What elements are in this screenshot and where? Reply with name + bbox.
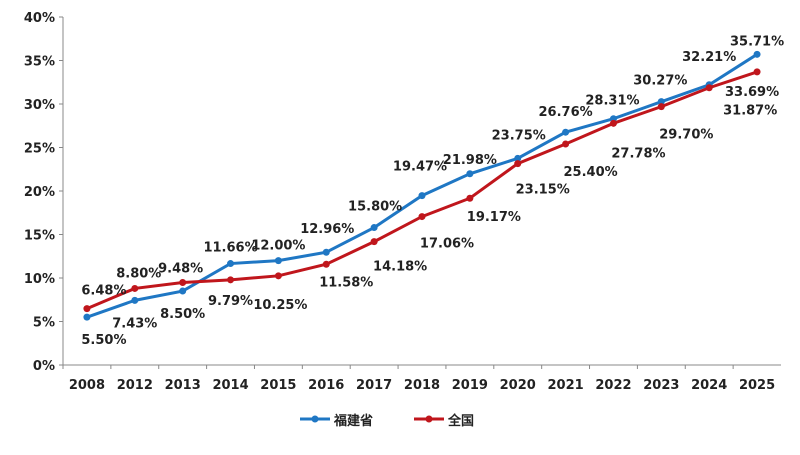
data-label-fujian: 30.27% bbox=[633, 74, 687, 89]
x-tick-label: 2018 bbox=[404, 378, 440, 393]
data-label-fujian: 19.47% bbox=[393, 160, 447, 175]
x-tick-label: 2012 bbox=[117, 378, 153, 393]
data-point-national bbox=[274, 272, 282, 280]
series-line-fujian bbox=[86, 53, 758, 319]
legend: 福建省 全国 bbox=[300, 413, 474, 429]
data-point-fujian bbox=[370, 224, 378, 232]
data-label-national: 31.87% bbox=[723, 104, 777, 119]
data-point-fujian bbox=[227, 260, 235, 268]
data-point-national bbox=[227, 276, 235, 284]
data-label-national: 11.58% bbox=[319, 275, 373, 290]
data-point-fujian bbox=[83, 313, 91, 321]
data-point-national bbox=[514, 160, 522, 168]
data-label-fujian: 7.43% bbox=[112, 316, 157, 331]
data-label-fujian: 5.50% bbox=[81, 333, 126, 348]
x-tick-label: 2022 bbox=[595, 378, 631, 393]
data-label-fujian: 8.50% bbox=[160, 307, 205, 322]
legend-marker-national bbox=[425, 415, 433, 423]
data-point-national bbox=[753, 68, 761, 76]
x-tick-label: 2014 bbox=[212, 378, 248, 393]
x-tick-label: 2017 bbox=[356, 378, 392, 393]
y-tick-label: 0% bbox=[33, 359, 55, 374]
data-label-national: 14.18% bbox=[373, 260, 427, 275]
data-label-national: 25.40% bbox=[564, 165, 618, 180]
data-label-fujian: 12.96% bbox=[300, 222, 354, 237]
data-point-fujian bbox=[179, 287, 187, 295]
data-label-national: 33.69% bbox=[725, 85, 779, 100]
data-label-national: 8.80% bbox=[116, 266, 161, 281]
data-point-national bbox=[179, 279, 187, 287]
data-point-fujian bbox=[418, 192, 426, 200]
x-tick-label: 2023 bbox=[643, 378, 679, 393]
legend-marker-fujian bbox=[311, 415, 319, 423]
data-point-fujian bbox=[562, 128, 570, 136]
data-label-fujian: 11.66% bbox=[203, 241, 257, 256]
y-tick-label: 35% bbox=[24, 55, 55, 70]
data-point-national bbox=[418, 213, 426, 221]
x-tick-label: 2008 bbox=[69, 378, 105, 393]
data-label-national: 9.48% bbox=[158, 262, 203, 277]
x-tick-label: 2019 bbox=[452, 378, 488, 393]
y-tick-label: 30% bbox=[24, 98, 55, 113]
data-label-fujian: 32.21% bbox=[682, 50, 736, 65]
data-point-national bbox=[466, 194, 474, 202]
x-tick-label: 2013 bbox=[165, 378, 201, 393]
data-label-national: 9.79% bbox=[208, 294, 253, 309]
data-point-fujian bbox=[466, 170, 474, 178]
data-point-fujian bbox=[274, 257, 282, 265]
data-label-national: 27.78% bbox=[611, 146, 665, 161]
data-label-national: 10.25% bbox=[253, 298, 307, 313]
x-tick-label: 2016 bbox=[308, 378, 344, 393]
data-point-national bbox=[370, 238, 378, 246]
data-point-national bbox=[83, 305, 91, 313]
data-label-fujian: 15.80% bbox=[348, 200, 402, 215]
data-label-fujian: 23.75% bbox=[492, 128, 546, 143]
data-label-national: 23.15% bbox=[516, 183, 570, 198]
y-tick-label: 10% bbox=[24, 272, 55, 287]
data-label-fujian: 26.76% bbox=[539, 105, 593, 120]
y-tick-label: 20% bbox=[24, 185, 55, 200]
data-point-national bbox=[657, 103, 665, 111]
data-label-fujian: 28.31% bbox=[585, 94, 639, 109]
y-tick-label: 25% bbox=[24, 142, 55, 157]
x-tick-label: 2024 bbox=[691, 378, 727, 393]
data-point-national bbox=[322, 260, 330, 268]
data-label-national: 19.17% bbox=[467, 210, 521, 225]
data-point-fujian bbox=[514, 154, 522, 162]
x-tick-label: 2015 bbox=[260, 378, 296, 393]
data-label-fujian: 35.71% bbox=[730, 34, 784, 49]
x-tick-label: 2021 bbox=[548, 378, 584, 393]
data-point-fujian bbox=[322, 248, 330, 256]
data-point-fujian bbox=[753, 50, 761, 58]
data-point-national bbox=[609, 119, 617, 127]
data-label-fujian: 21.98% bbox=[443, 153, 497, 168]
data-label-fujian: 12.00% bbox=[251, 239, 305, 254]
data-label-national: 17.06% bbox=[420, 237, 474, 252]
data-point-national bbox=[562, 140, 570, 148]
y-tick-label: 40% bbox=[24, 11, 55, 26]
data-label-national: 6.48% bbox=[81, 284, 126, 299]
legend-item-fujian: 福建省 bbox=[300, 413, 373, 429]
data-label-national: 29.70% bbox=[659, 128, 713, 143]
legend-item-national: 全国 bbox=[414, 413, 474, 429]
y-tick-label: 15% bbox=[24, 229, 55, 244]
y-tick-label: 5% bbox=[33, 316, 55, 331]
legend-label-national: 全国 bbox=[447, 413, 474, 429]
data-point-national bbox=[705, 84, 713, 92]
x-tick-label: 2020 bbox=[500, 378, 536, 393]
data-point-fujian bbox=[657, 98, 665, 106]
legend-label-fujian: 福建省 bbox=[333, 413, 373, 429]
data-point-fujian bbox=[131, 296, 139, 304]
data-point-national bbox=[131, 284, 139, 292]
x-tick-label: 2025 bbox=[739, 378, 775, 393]
